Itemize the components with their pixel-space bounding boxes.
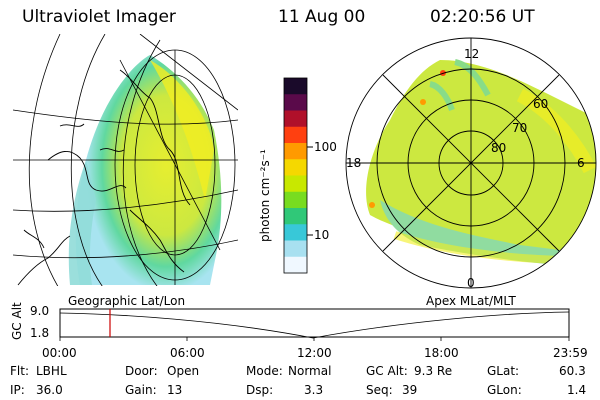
ip-value: 36.0 bbox=[36, 383, 63, 397]
colorbar-band bbox=[284, 126, 307, 144]
gain-label: Gain: bbox=[125, 383, 157, 397]
ip-label: IP: bbox=[10, 383, 25, 397]
colorbar-tick-10: 10 bbox=[314, 228, 330, 242]
flt-value: LBHL bbox=[36, 364, 67, 378]
colorbar-band bbox=[284, 143, 307, 160]
dsp-value: 3.3 bbox=[304, 383, 324, 397]
mlt-label-0: 0 bbox=[467, 276, 475, 290]
timeline-xtick-2: 12:00 bbox=[297, 346, 332, 360]
timeline-xtick-1: 06:00 bbox=[170, 346, 205, 360]
gcalt-label: GC Alt: bbox=[366, 364, 408, 378]
coastline bbox=[17, 69, 191, 286]
right-map-caption: Apex MLat/MLT bbox=[426, 294, 516, 308]
gain-value: 13 bbox=[167, 383, 183, 397]
seq-label: Seq: bbox=[366, 383, 393, 397]
seq-value: 39 bbox=[402, 383, 418, 397]
mlat-label-80: 80 bbox=[491, 141, 507, 155]
mode-label: Mode: bbox=[246, 364, 283, 378]
colorbar-tick-100: 100 bbox=[314, 140, 337, 154]
colorbar-band bbox=[284, 78, 307, 95]
flt-label: Flt: bbox=[10, 364, 29, 378]
colorbar-band bbox=[284, 208, 307, 225]
colorbar-band bbox=[284, 159, 307, 177]
mlt-label-12: 12 bbox=[464, 47, 480, 61]
mode-value: Normal bbox=[288, 364, 332, 378]
mlat-label-60: 60 bbox=[533, 97, 549, 111]
gcalt-value: 9.3 Re bbox=[414, 364, 453, 378]
colorbar-band bbox=[284, 175, 307, 193]
colorbar-band bbox=[284, 191, 307, 209]
door-label: Door: bbox=[125, 364, 158, 378]
mlt-label-6: 6 bbox=[577, 156, 585, 170]
colorbar-band bbox=[284, 224, 307, 242]
timeline-ytick-1.8: 1.8 bbox=[30, 326, 50, 340]
instrument-title: Ultraviolet Imager bbox=[22, 7, 176, 27]
mlt-label-18: 18 bbox=[346, 156, 362, 170]
left-map-caption: Geographic Lat/Lon bbox=[68, 294, 186, 308]
dsp-label: Dsp: bbox=[246, 383, 274, 397]
colorbar-band bbox=[284, 110, 307, 128]
door-value: Open bbox=[167, 364, 200, 378]
color-bar bbox=[283, 77, 313, 274]
date-label: 11 Aug 00 bbox=[278, 7, 366, 27]
timeline-xtick-0: 00:00 bbox=[42, 346, 77, 360]
colorbar-band bbox=[284, 240, 307, 258]
mlat-label-70: 70 bbox=[512, 121, 528, 135]
timeline-ytick-9: 9.0 bbox=[30, 304, 50, 318]
colorbar-band bbox=[284, 256, 307, 274]
glat-value: 60.3 bbox=[559, 364, 586, 378]
time-label: 02:20:56 UT bbox=[430, 7, 535, 27]
timeline-xtick-3: 18:00 bbox=[424, 346, 459, 360]
glat-label: GLat: bbox=[487, 364, 520, 378]
timeline-xtick-4: 23:59 bbox=[553, 346, 588, 360]
glon-value: 1.4 bbox=[567, 383, 587, 397]
glon-label: GLon: bbox=[487, 383, 522, 397]
colorbar-band bbox=[284, 94, 307, 112]
